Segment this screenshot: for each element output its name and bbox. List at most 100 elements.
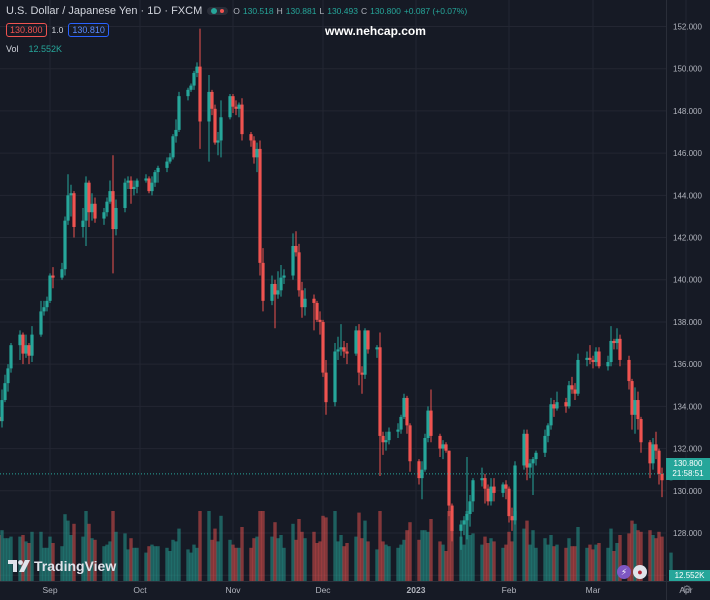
candle-body bbox=[252, 140, 256, 158]
volume-bar bbox=[276, 538, 280, 581]
candle-body bbox=[165, 161, 169, 168]
candle-body bbox=[447, 450, 451, 506]
volume-bar bbox=[423, 530, 427, 581]
lightning-icon[interactable]: ⚡ bbox=[617, 565, 631, 579]
candle-body bbox=[357, 330, 361, 373]
volume-bar bbox=[465, 511, 469, 581]
candle-body bbox=[507, 488, 511, 517]
volume-bar bbox=[3, 538, 7, 581]
volume-bar bbox=[480, 544, 484, 581]
candle-body bbox=[156, 167, 160, 173]
volume-bar bbox=[42, 547, 46, 581]
candle-body bbox=[84, 182, 88, 221]
volume-bar bbox=[564, 547, 568, 581]
volume-bar bbox=[237, 547, 241, 581]
volume-bar bbox=[384, 544, 388, 581]
candle-body bbox=[429, 410, 433, 436]
candle-body bbox=[525, 433, 529, 468]
candle-body bbox=[333, 351, 337, 403]
volume-bar bbox=[165, 547, 169, 581]
candle-body bbox=[255, 148, 259, 158]
volume-bar bbox=[60, 546, 64, 581]
candle-body bbox=[420, 469, 424, 479]
candle-body bbox=[219, 117, 223, 141]
volume-bar bbox=[420, 530, 424, 581]
buy-button[interactable]: 130.810 bbox=[68, 23, 109, 37]
candle-body bbox=[258, 148, 262, 263]
volume-bar bbox=[492, 541, 496, 581]
candle-body bbox=[510, 516, 514, 521]
candle-body bbox=[51, 275, 55, 278]
volume-bar bbox=[636, 530, 640, 581]
us-flag-icon[interactable]: ● bbox=[633, 565, 647, 579]
volume-legend[interactable]: Vol 12.552K bbox=[6, 44, 62, 54]
candle-body bbox=[534, 452, 538, 460]
volume-bar bbox=[45, 547, 49, 581]
volume-bar bbox=[6, 538, 10, 581]
candle-body bbox=[114, 207, 118, 230]
candle-body bbox=[321, 321, 325, 373]
volume-bar bbox=[591, 549, 595, 581]
volume-bar bbox=[612, 551, 616, 581]
candle-series[interactable] bbox=[0, 28, 673, 550]
volume-bar bbox=[345, 543, 349, 581]
candle-body bbox=[570, 385, 574, 390]
candle-body bbox=[60, 269, 64, 278]
symbol-title[interactable]: U.S. Dollar / Japanese Yen · 1D · FXCM bbox=[6, 5, 203, 17]
candle-body bbox=[102, 212, 106, 219]
brand-name: TradingView bbox=[34, 558, 117, 574]
volume-bar bbox=[471, 533, 475, 581]
candle-body bbox=[324, 372, 328, 403]
candle-body bbox=[384, 440, 388, 443]
sell-button[interactable]: 130.800 bbox=[6, 23, 47, 37]
volume-bar bbox=[186, 549, 190, 581]
y-tick-label: 142.000 bbox=[673, 234, 702, 243]
volume-label: Vol bbox=[6, 44, 19, 54]
volume-bar bbox=[270, 536, 274, 581]
candle-body bbox=[528, 463, 532, 468]
volume-bar bbox=[609, 528, 613, 581]
price-axis[interactable]: 126.000128.000130.000132.000134.000136.0… bbox=[673, 0, 702, 581]
candle-body bbox=[168, 157, 172, 162]
candle-body bbox=[486, 488, 490, 502]
time-axis[interactable]: Sep Oct Nov Dec 2023 Feb Mar Apr bbox=[42, 585, 692, 595]
candle-body bbox=[426, 410, 430, 439]
candle-body bbox=[336, 349, 340, 352]
candle-body bbox=[408, 425, 412, 462]
volume-bar bbox=[87, 523, 91, 581]
candle-body bbox=[174, 129, 178, 137]
volume-bar bbox=[300, 531, 304, 581]
candle-body bbox=[39, 311, 43, 335]
tradingview-logo[interactable]: TradingView bbox=[8, 558, 116, 574]
x-tick-label: Feb bbox=[502, 585, 517, 595]
candle-body bbox=[450, 505, 454, 531]
candle-body bbox=[423, 438, 427, 470]
candle-body bbox=[30, 334, 34, 356]
volume-bar bbox=[531, 530, 535, 581]
volume-bar bbox=[522, 528, 526, 581]
candle-body bbox=[483, 478, 487, 489]
candle-body bbox=[147, 178, 151, 192]
candle-body bbox=[93, 203, 97, 219]
data-delay-icon bbox=[220, 9, 225, 13]
candle-body bbox=[594, 351, 598, 363]
market-status-indicator[interactable] bbox=[207, 7, 229, 15]
volume-bar bbox=[273, 522, 277, 581]
candle-body bbox=[276, 290, 280, 295]
candle-body bbox=[45, 300, 49, 308]
gear-icon[interactable]: ⚙ bbox=[682, 584, 692, 596]
volume-bar bbox=[258, 511, 262, 581]
volume-bar bbox=[231, 544, 235, 581]
candle-body bbox=[231, 96, 235, 107]
candle-body bbox=[552, 404, 556, 409]
candle-body bbox=[294, 245, 298, 253]
candle-body bbox=[657, 450, 661, 474]
volume-bar bbox=[483, 536, 487, 581]
volume-bars bbox=[0, 511, 673, 581]
candle-body bbox=[6, 368, 10, 384]
candle-body bbox=[504, 484, 508, 489]
candle-body bbox=[297, 252, 301, 291]
volume-bar bbox=[657, 531, 661, 581]
y-tick-label: 146.000 bbox=[673, 149, 702, 158]
